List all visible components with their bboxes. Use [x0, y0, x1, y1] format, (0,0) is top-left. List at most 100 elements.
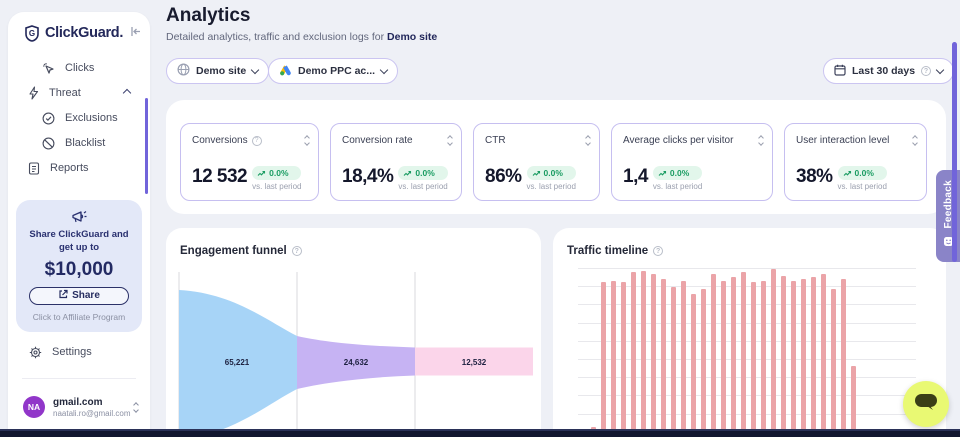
metric-sort-icon[interactable] [304, 135, 310, 146]
change-badge: 0.0% [398, 166, 448, 180]
sidebar-item-label: Blacklist [65, 137, 106, 149]
share-button[interactable]: Share [29, 286, 129, 305]
metric-sort-icon[interactable] [447, 135, 453, 146]
change-badge: 0.0% [652, 166, 703, 180]
traffic-bar [661, 279, 666, 437]
traffic-bar [671, 287, 676, 437]
date-range-picker[interactable]: Last 30 days ? [823, 58, 955, 84]
sidebar-item-label: Clicks [65, 62, 95, 74]
sidebar-item-blacklist[interactable]: Blacklist [8, 134, 150, 152]
sidebar-item-threat[interactable]: Threat [8, 84, 150, 102]
help-circle-icon[interactable]: ? [291, 246, 302, 256]
bottom-window-edge [0, 429, 960, 437]
metrics-panel: Conversions ? 12 532 0.0% vs. last perio… [166, 100, 946, 214]
subtitle-site-name: Demo site [387, 31, 438, 43]
traffic-bar [771, 269, 776, 437]
metric-value: 18,4% [342, 166, 394, 187]
ppc-account-dropdown[interactable]: Demo PPC ac... [268, 58, 399, 84]
gear-icon [29, 346, 42, 359]
help-circle-icon[interactable]: ? [653, 246, 664, 256]
compare-label: vs. last period [398, 182, 448, 191]
compare-label: vs. last period [837, 182, 887, 191]
traffic-bar [811, 277, 816, 437]
affiliate-promo-card[interactable]: Share ClickGuard and get up to $10,000 S… [16, 200, 142, 332]
metric-card-conversion-rate: Conversion rate 18,4% 0.0% vs. last peri… [330, 123, 462, 201]
funnel-stage-2[interactable] [297, 336, 415, 389]
chevron-down-icon [935, 65, 945, 75]
compare-label: vs. last period [652, 182, 703, 191]
traffic-bar [801, 279, 806, 437]
sidebar-item-exclusions[interactable]: Exclusions [8, 109, 150, 127]
promo-text-line1: Share ClickGuard and [29, 229, 129, 240]
trend-up-icon [257, 170, 266, 176]
site-selector-value: Demo site [196, 65, 247, 77]
gridline [578, 359, 916, 360]
gridline [578, 340, 916, 342]
sidebar-collapse-icon[interactable] [130, 24, 142, 42]
google-ads-icon [279, 64, 292, 79]
check-circle-icon [42, 112, 55, 125]
metric-value: 38% [796, 166, 833, 187]
metric-sort-icon[interactable] [585, 135, 591, 146]
date-range-value: Last 30 days [852, 65, 916, 77]
help-circle-icon: ? [921, 66, 932, 76]
compare-label: vs. last period [526, 182, 576, 191]
chevron-down-icon [379, 65, 389, 75]
sidebar-divider [22, 378, 136, 379]
account-email: naatali.ro@gmail.com [53, 408, 131, 418]
metric-card-conversions: Conversions ? 12 532 0.0% vs. last perio… [180, 123, 319, 201]
subtitle-text: Detailed analytics, traffic and exclusio… [166, 31, 385, 43]
traffic-bar [641, 271, 646, 437]
traffic-bar [781, 276, 786, 437]
app-logo-text: ClickGuard. [45, 25, 124, 41]
traffic-bar [841, 279, 846, 437]
metric-value: 86% [485, 166, 522, 187]
sidebar-item-settings[interactable]: Settings [8, 343, 150, 361]
traffic-bar [711, 274, 716, 437]
help-circle-icon[interactable]: ? [251, 135, 262, 146]
traffic-bar [731, 277, 736, 437]
traffic-bar [681, 281, 686, 437]
account-name: gmail.com [53, 396, 103, 408]
chevron-up-icon[interactable] [122, 88, 132, 98]
metric-sort-icon[interactable] [912, 135, 918, 146]
metric-card-ctr: CTR 86% 0.0% vs. last period [473, 123, 600, 201]
metric-label: CTR [485, 135, 506, 146]
trend-up-icon [403, 170, 412, 176]
sidebar-item-label: Settings [52, 346, 92, 358]
globe-icon [177, 63, 190, 79]
chat-launcher-button[interactable] [903, 381, 949, 427]
traffic-bar [701, 289, 706, 437]
metric-label: User interaction level [796, 135, 890, 146]
account-switcher[interactable]: NA gmail.com naatali.ro@gmail.com [18, 392, 144, 422]
site-selector-dropdown[interactable]: Demo site [166, 58, 270, 84]
external-link-icon [58, 289, 68, 302]
engagement-funnel-card: Engagement funnel ? 65,221 24,632 12,532 [166, 228, 541, 437]
trend-up-icon [843, 170, 851, 176]
sidebar-item-clicks[interactable]: Clicks [8, 59, 150, 77]
change-badge: 0.0% [837, 166, 887, 180]
traffic-bar [791, 281, 796, 437]
funnel-stage-3[interactable] [415, 347, 533, 376]
traffic-bar [721, 281, 726, 437]
promo-text-line2: get up to [58, 241, 100, 253]
ban-circle-icon [42, 137, 55, 150]
traffic-bar [851, 366, 856, 437]
metric-value: 1,4 [623, 166, 648, 187]
sidebar-scrollbar[interactable] [145, 98, 148, 194]
traffic-bar [691, 294, 696, 437]
funnel-stage-1[interactable] [179, 290, 297, 437]
traffic-bar [751, 282, 756, 437]
funnel-stage-2-label: 24,632 [344, 358, 369, 367]
page-scrollbar[interactable] [952, 42, 957, 262]
traffic-bar [761, 281, 766, 437]
sidebar-item-reports[interactable]: Reports [8, 159, 150, 177]
traffic-bar [621, 282, 626, 437]
gridline [578, 413, 916, 415]
ppc-selector-value: Demo PPC ac... [298, 65, 376, 77]
metric-label: Conversions [192, 135, 248, 146]
traffic-bar [611, 281, 616, 437]
metric-sort-icon[interactable] [758, 135, 764, 146]
share-button-label: Share [72, 290, 100, 302]
feedback-smiley-icon [943, 234, 954, 252]
